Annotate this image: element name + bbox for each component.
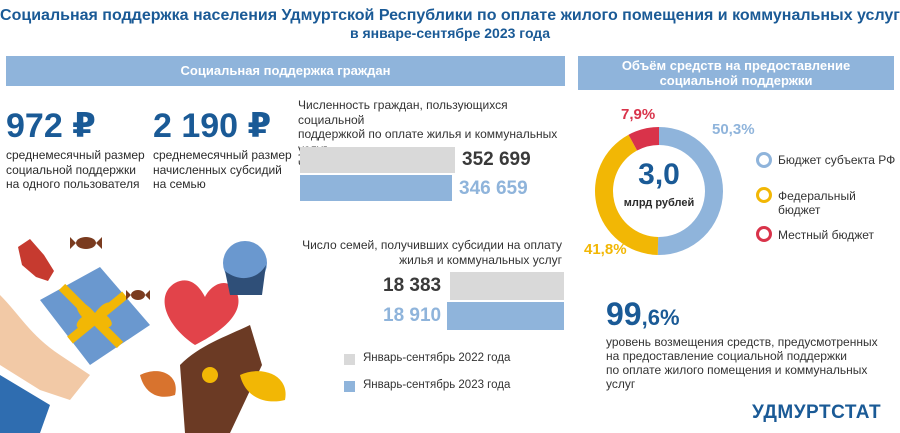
brand-logo-text: УДМУРТСТАТ — [752, 402, 882, 423]
families-chart-title-line-2: жилья и коммунальных услуг — [399, 252, 562, 267]
legend-2022-swatch — [344, 354, 355, 365]
families-value-2023: 18 910 — [383, 305, 442, 326]
avg-support-label: среднемесячный размер социальной поддерж… — [6, 148, 145, 192]
candy-icon-2 — [126, 290, 150, 300]
families-bar-2023 — [447, 302, 564, 330]
reimbursement-rate: 99,6% — [606, 296, 680, 333]
heart-icon — [164, 280, 239, 345]
legend-2023-swatch — [344, 381, 355, 392]
funds-banner-line-2: социальной поддержки — [659, 73, 813, 88]
social-support-banner: Социальная поддержка граждан — [6, 56, 565, 86]
families-bar-2022 — [450, 272, 564, 300]
legend-local-dot — [756, 226, 772, 242]
ball-icon — [223, 241, 267, 295]
pie-slice-regional — [657, 127, 723, 255]
pie-slice-federal — [595, 134, 659, 255]
citizens-value-2022: 352 699 — [462, 149, 531, 170]
rate-integer: 99 — [606, 296, 642, 332]
leaf-icon — [140, 371, 176, 397]
avg-subsidy-label-line-3: на семью — [153, 177, 206, 191]
rate-description-line-3: по оплате жилого помещения и коммунальны… — [606, 363, 868, 391]
avg-subsidy-label-line-2: начисленных субсидий — [153, 162, 282, 177]
pct-federal: 41,8% — [584, 241, 627, 258]
funds-banner: Объём средств на предоставление социальн… — [578, 56, 894, 90]
rate-fraction: ,6% — [641, 305, 680, 330]
page-title: Социальная поддержка населения Удмуртско… — [0, 7, 900, 24]
avg-subsidy-label-line-1: среднемесячный размер — [153, 148, 292, 162]
gift-box-icon — [40, 267, 150, 365]
avg-support-value: 972 ₽ — [6, 107, 96, 145]
funds-banner-line-1: Объём средств на предоставление — [621, 58, 851, 73]
avg-subsidy-label: среднемесячный размер начисленных субсид… — [153, 148, 292, 192]
families-chart-title-line-1: Число семей, получивших субсидии на опла… — [302, 238, 562, 252]
pct-regional: 50,3% — [712, 121, 755, 138]
legend-2023-label: Январь-сентябрь 2023 года — [363, 379, 511, 391]
hand-icon — [0, 295, 90, 400]
page-subtitle: в январе-сентябре 2023 года — [350, 25, 550, 41]
avg-support-label-line-2: социальной поддержки — [6, 162, 136, 177]
rate-description-line-1: уровень возмещения средств, предусмотрен… — [606, 335, 878, 349]
leaf-icon-2 — [240, 371, 286, 402]
legend-federal-label: Федеральный бюджет — [778, 189, 856, 217]
rate-description: уровень возмещения средств, предусмотрен… — [606, 335, 896, 391]
citizens-chart-title-line-1: Численность граждан, пользующихся социал… — [298, 98, 508, 127]
hands-gift-heart-illustration — [0, 237, 286, 433]
legend-regional-dot — [756, 152, 772, 168]
citizens-bar-2023 — [300, 175, 453, 201]
citizens-value-2023: 346 659 — [459, 178, 528, 199]
avg-support-label-line-1: среднемесячный размер — [6, 148, 145, 162]
pie-center-unit: млрд рублей — [623, 197, 695, 209]
pie-center-value: 3,0 — [638, 158, 680, 191]
avg-support-label-line-3: на одного пользователя — [6, 177, 140, 191]
sock-icon — [18, 239, 54, 281]
families-value-2022: 18 383 — [383, 275, 442, 296]
legend-2022-label: Январь-сентябрь 2022 года — [363, 352, 511, 364]
hand-icon-2 — [180, 325, 262, 433]
funds-donut-chart — [595, 127, 723, 255]
avg-subsidy-value: 2 190 ₽ — [153, 107, 272, 145]
pie-slice-local — [628, 127, 659, 151]
pct-local: 7,9% — [621, 106, 656, 123]
legend-regional-label: Бюджет субъекта РФ — [778, 153, 896, 167]
legend-federal-dot — [756, 187, 772, 203]
legend-local-label: Местный бюджет — [778, 228, 874, 242]
rate-description-line-2: на предоставление социальной поддержки — [606, 349, 847, 363]
families-chart-title: Число семей, получивших субсидии на опла… — [300, 238, 562, 267]
citizens-bar-2022 — [300, 147, 455, 173]
candy-icon — [70, 237, 102, 249]
